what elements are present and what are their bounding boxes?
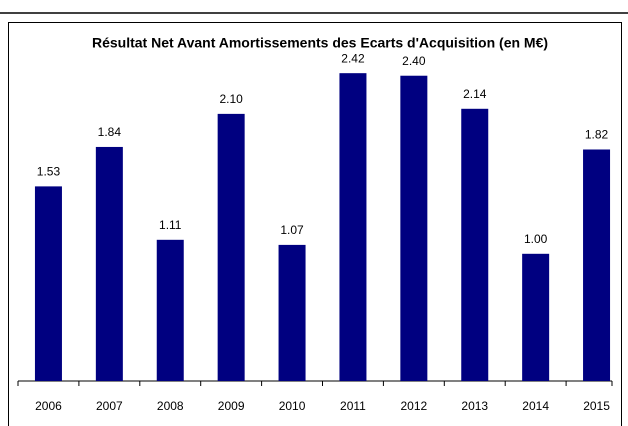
bar <box>95 146 123 381</box>
value-label: 1.82 <box>585 128 609 142</box>
x-tick-label: 2014 <box>522 399 549 413</box>
chart-frame <box>8 22 622 426</box>
bar <box>583 149 611 381</box>
value-label: 2.10 <box>219 92 243 106</box>
x-tick-label: 2015 <box>583 399 610 413</box>
value-label: 1.00 <box>524 232 548 246</box>
bar <box>34 186 62 381</box>
value-label: 1.11 <box>159 218 182 232</box>
x-tick-label: 2008 <box>157 399 184 413</box>
bar <box>156 239 184 381</box>
bar <box>217 113 245 381</box>
value-label: 2.40 <box>402 54 426 68</box>
bar <box>461 108 489 382</box>
bar <box>400 75 428 381</box>
value-label: 2.14 <box>463 87 487 101</box>
value-label: 1.07 <box>280 223 304 237</box>
value-label: 1.53 <box>37 165 61 179</box>
x-tick-label: 2011 <box>340 399 366 413</box>
bar <box>278 244 306 381</box>
bar <box>522 253 550 381</box>
x-tick-label: 2010 <box>279 399 306 413</box>
value-label: 2.42 <box>341 51 365 65</box>
x-tick-label: 2006 <box>35 399 62 413</box>
x-tick-label: 2007 <box>96 399 123 413</box>
x-tick-label: 2009 <box>218 399 245 413</box>
x-tick-label: 2012 <box>400 399 427 413</box>
value-label: 1.84 <box>98 125 122 139</box>
bar <box>339 73 367 382</box>
chart-title: Résultat Net Avant Amortissements des Ec… <box>92 35 548 51</box>
x-tick-label: 2013 <box>461 399 488 413</box>
